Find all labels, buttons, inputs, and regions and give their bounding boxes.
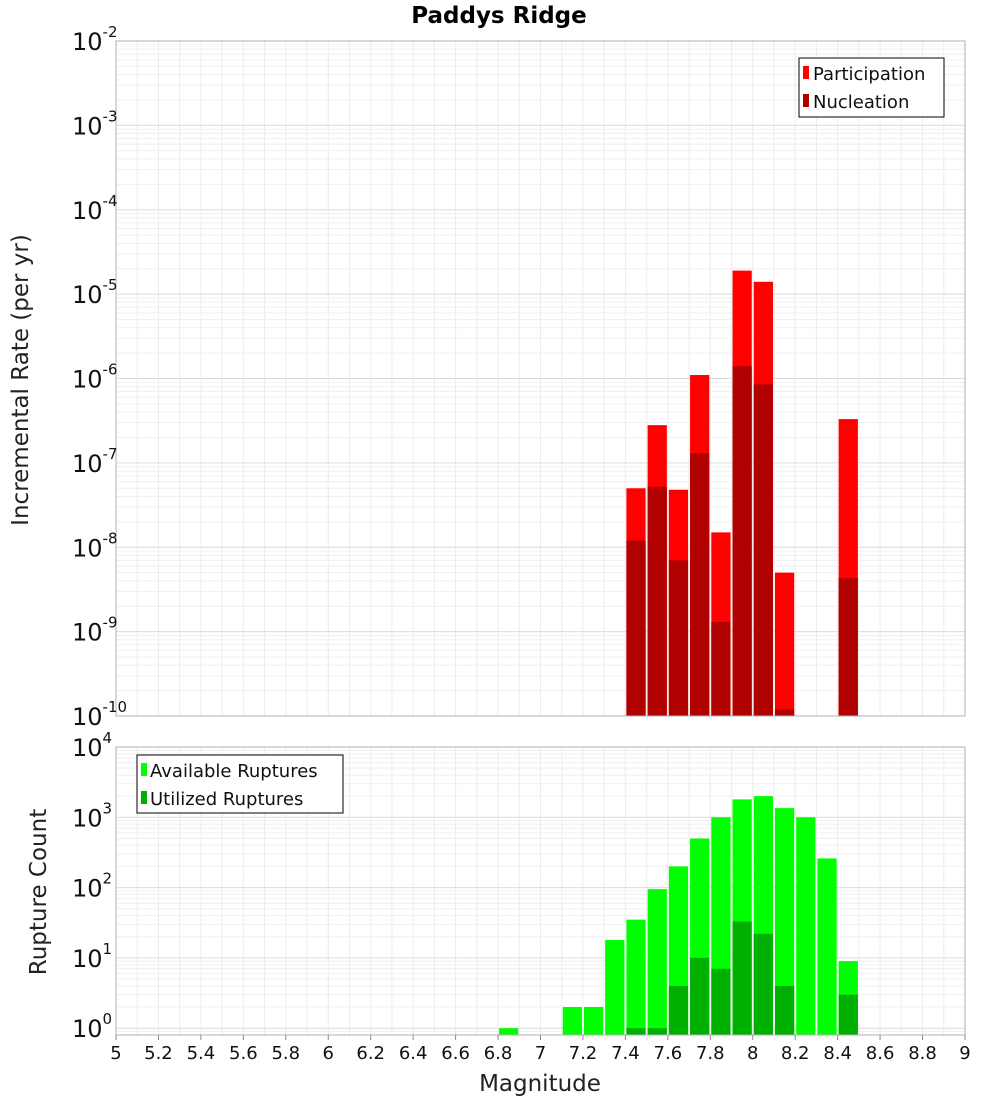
x-tick-label: 6.2 xyxy=(356,1043,385,1064)
rate-y-tick-label: 10-4 xyxy=(72,192,118,225)
available-ruptures-bar xyxy=(774,808,795,1035)
rate-plot-border xyxy=(115,40,966,717)
available-ruptures-bar xyxy=(499,1028,519,1035)
count-y-tick-label: 103 xyxy=(72,799,112,832)
x-tick-label: 6.8 xyxy=(484,1043,513,1064)
x-tick-label: 5.8 xyxy=(271,1043,300,1064)
utilized-ruptures-bar xyxy=(753,933,773,1035)
legend-swatch-utilized xyxy=(141,791,147,804)
x-tick-label: 7.2 xyxy=(569,1043,598,1064)
nucleation-bar xyxy=(668,560,689,716)
rate-y-tick-label: 10-3 xyxy=(72,107,118,140)
legend-swatch-nucleation xyxy=(803,94,809,107)
utilized-ruptures-bar xyxy=(626,1028,646,1035)
available-ruptures-bar xyxy=(647,889,667,1035)
x-tick-label: 7 xyxy=(535,1043,546,1064)
available-ruptures-bar xyxy=(562,1007,582,1035)
legend-label-utilized: Utilized Ruptures xyxy=(150,789,303,810)
nucleation-bar xyxy=(774,709,795,716)
nucleation-bar xyxy=(647,486,667,716)
available-ruptures-bar xyxy=(583,1007,604,1035)
rate-y-tick-label: 10-2 xyxy=(72,23,118,56)
rate-panel: 10-10 10-9 10-8 10-7 10-6 10-5 10-4 10-3 10-2 In… xyxy=(8,23,966,731)
legend-label-participation: Participation xyxy=(813,64,925,85)
legend-swatch-available xyxy=(141,763,147,776)
count-panel: 100 101 102 103 104 5 5.2 5.4 5.6 5.8 6 6.2 6.4 6.6 6… xyxy=(26,729,971,1097)
utilized-ruptures-bar xyxy=(690,957,710,1035)
nucleation-bar xyxy=(732,366,752,716)
participation-bar xyxy=(774,572,795,716)
x-tick-label: 8.4 xyxy=(823,1043,852,1064)
x-tick-label: 8 xyxy=(747,1043,758,1064)
count-y-tick-label: 104 xyxy=(72,729,112,762)
rate-legend-box xyxy=(798,57,945,118)
x-tick-label: 7.4 xyxy=(611,1043,640,1064)
count-y-tick-label: 100 xyxy=(72,1010,112,1043)
x-tick-label: 8.8 xyxy=(908,1043,937,1064)
available-ruptures-bar xyxy=(817,858,837,1035)
x-tick-label: 8.6 xyxy=(866,1043,895,1064)
rate-y-tick-label: 10-6 xyxy=(72,361,118,394)
x-tick-label: 8.2 xyxy=(781,1043,810,1064)
x-axis-label: Magnitude xyxy=(479,1071,601,1097)
utilized-ruptures-bar xyxy=(774,985,795,1035)
x-tick-label: 9 xyxy=(959,1043,970,1064)
available-ruptures-bar xyxy=(605,939,625,1035)
x-tick-label: 5 xyxy=(110,1043,121,1064)
rate-grid xyxy=(115,41,966,717)
legend-swatch-participation xyxy=(803,66,809,79)
magnitude-x-ticks: 5 5.2 5.4 5.6 5.8 6 6.2 6.4 6.6 6.8 7 7.2 7.4 7.6 7.8 8… xyxy=(110,1035,971,1064)
count-y-tick-label: 101 xyxy=(72,940,112,973)
utilized-ruptures-bar xyxy=(711,968,731,1035)
count-y-ticks: 100 101 102 103 104 xyxy=(72,729,112,1043)
count-legend: Available Ruptures Utilized Ruptures xyxy=(136,754,344,814)
x-tick-label: 6 xyxy=(323,1043,334,1064)
x-tick-label: 7.6 xyxy=(654,1043,683,1064)
rate-bars xyxy=(626,270,858,716)
utilized-ruptures-bar xyxy=(668,985,689,1035)
rate-y-tick-label: 10-9 xyxy=(72,614,118,647)
nucleation-bar xyxy=(838,578,858,716)
count-y-tick-label: 102 xyxy=(72,870,112,903)
available-ruptures-bar xyxy=(796,817,816,1035)
rate-y-tick-label: 10-8 xyxy=(72,529,118,562)
utilized-ruptures-bar xyxy=(838,994,858,1035)
rate-y-ticks: 10-10 10-9 10-8 10-7 10-6 10-5 10-4 10-3 10-2 xyxy=(72,23,127,731)
x-tick-label: 7.8 xyxy=(696,1043,725,1064)
rate-y-tick-label: 10-5 xyxy=(72,276,118,309)
utilized-ruptures-bar xyxy=(647,1028,667,1035)
x-tick-label: 6.6 xyxy=(441,1043,470,1064)
rate-y-tick-label: 10-7 xyxy=(72,445,118,478)
nucleation-bar xyxy=(626,540,646,716)
count-legend-box xyxy=(136,754,344,814)
rate-y-tick-label: 10-10 xyxy=(72,698,127,731)
chart-title: Paddys Ridge xyxy=(411,3,587,29)
x-tick-label: 6.4 xyxy=(399,1043,428,1064)
count-bars xyxy=(499,796,858,1035)
nucleation-bar xyxy=(711,622,731,716)
legend-label-nucleation: Nucleation xyxy=(813,92,909,113)
legend-label-available: Available Ruptures xyxy=(150,761,318,782)
rate-y-axis-label: Incremental Rate (per yr) xyxy=(8,234,34,526)
nucleation-bar xyxy=(690,453,710,716)
x-tick-label: 5.6 xyxy=(229,1043,258,1064)
count-y-axis-label: Rupture Count xyxy=(26,809,52,975)
utilized-ruptures-bar xyxy=(732,921,752,1035)
rate-legend: Participation Nucleation xyxy=(798,57,945,118)
nucleation-bar xyxy=(753,384,773,716)
x-tick-label: 5.2 xyxy=(144,1043,173,1064)
x-tick-label: 5.4 xyxy=(187,1043,216,1064)
available-ruptures-bar xyxy=(626,919,646,1035)
